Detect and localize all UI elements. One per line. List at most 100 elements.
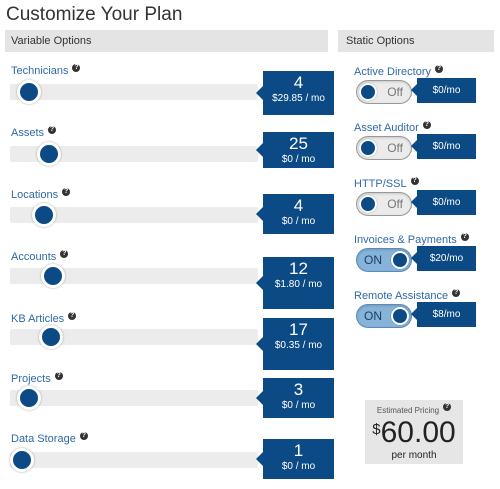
assets-count: 25 xyxy=(289,134,308,153)
help-icon[interactable]: ? xyxy=(443,403,452,411)
technicians-count: 4 xyxy=(293,73,304,92)
locations-label: Locations xyxy=(11,189,59,201)
accounts-slider-track[interactable] xyxy=(10,264,258,288)
variable-options-header: Variable Options xyxy=(5,30,328,52)
active-directory-option: Active Directory? Off $0/mo xyxy=(354,65,494,117)
toggle-state-text: Off xyxy=(387,85,403,99)
active-directory-label: Active Directory xyxy=(354,66,432,78)
remote-assistance-label: Remote Assistance xyxy=(354,290,449,302)
help-icon[interactable]: ? xyxy=(48,126,57,134)
accounts-option: Accounts? 12 $1.80 / mo xyxy=(5,250,334,309)
invoices-payments-price: $20/mo xyxy=(411,246,476,271)
active-directory-toggle[interactable]: Off xyxy=(356,80,412,104)
locations-count: 4 xyxy=(293,196,304,215)
data-storage-count: 1 xyxy=(293,441,304,460)
currency-symbol: $ xyxy=(372,421,381,438)
kb-articles-slider-track[interactable] xyxy=(10,325,258,349)
technicians-value-box: 4 $29.85 / mo xyxy=(256,71,334,115)
projects-price: $0 / mo xyxy=(281,400,316,411)
projects-value-box: 3 $0 / mo xyxy=(256,378,334,418)
help-icon[interactable]: ? xyxy=(410,177,419,185)
remote-assistance-price: $8/mo xyxy=(411,302,476,327)
page-title: Customize Your Plan xyxy=(6,4,183,25)
technicians-price: $29.85 / mo xyxy=(272,93,325,104)
technicians-slider-track[interactable] xyxy=(10,80,258,104)
assets-option: Assets? 25 $0 / mo xyxy=(5,126,334,180)
technicians-option: Technicians? 4 $29.85 / mo xyxy=(5,64,334,118)
toggle-knob xyxy=(359,83,377,101)
help-icon[interactable]: ? xyxy=(60,250,69,258)
help-icon[interactable]: ? xyxy=(79,432,88,440)
kb-articles-slider-handle[interactable] xyxy=(39,325,63,349)
asset-auditor-label: Asset Auditor xyxy=(354,122,419,134)
locations-slider-handle[interactable] xyxy=(32,203,56,227)
data-storage-slider-track[interactable] xyxy=(10,448,258,472)
http-ssl-option: HTTP/SSL? Off $0/mo xyxy=(354,177,494,229)
http-ssl-price: $0/mo xyxy=(411,190,476,215)
locations-price: $0 / mo xyxy=(281,216,316,227)
locations-slider-track[interactable] xyxy=(10,203,258,227)
assets-slider-handle[interactable] xyxy=(37,142,61,166)
technicians-slider-handle[interactable] xyxy=(17,80,41,104)
http-ssl-toggle[interactable]: Off xyxy=(356,192,412,216)
assets-label: Assets xyxy=(11,127,45,139)
kb-articles-option: KB Articles? 17 $0.35 / mo xyxy=(5,312,334,370)
toggle-state-text: Off xyxy=(387,141,403,155)
invoices-payments-label: Invoices & Payments xyxy=(354,234,457,246)
help-icon[interactable]: ? xyxy=(62,188,71,196)
assets-slider-track[interactable] xyxy=(10,142,258,166)
accounts-value-box: 12 $1.80 / mo xyxy=(256,257,334,309)
accounts-slider-handle[interactable] xyxy=(41,264,65,288)
remote-assistance-toggle[interactable]: ON xyxy=(356,304,412,328)
accounts-price: $1.80 / mo xyxy=(274,279,323,290)
help-icon[interactable]: ? xyxy=(422,121,431,129)
active-directory-price: $0/mo xyxy=(411,78,476,103)
static-options-header: Static Options xyxy=(338,30,494,52)
estimated-total: 60.00 xyxy=(380,416,456,449)
billing-period: per month xyxy=(391,450,437,461)
toggle-knob xyxy=(391,251,409,269)
kb-articles-label: KB Articles xyxy=(11,313,65,325)
projects-slider-handle[interactable] xyxy=(17,386,41,410)
toggle-state-text: ON xyxy=(364,253,382,267)
data-storage-price: $0 / mo xyxy=(281,461,316,472)
projects-label: Projects xyxy=(11,373,51,385)
estimated-pricing-label: Estimated Pricing xyxy=(376,406,440,415)
accounts-label: Accounts xyxy=(11,251,57,263)
kb-articles-value-box: 17 $0.35 / mo xyxy=(256,318,334,370)
locations-option: Locations? 4 $0 / mo xyxy=(5,188,334,242)
projects-count: 3 xyxy=(293,380,304,399)
help-icon[interactable]: ? xyxy=(68,312,77,320)
remote-assistance-option: Remote Assistance? ON $8/mo xyxy=(354,289,494,341)
data-storage-label: Data Storage xyxy=(11,433,76,445)
data-storage-option: Data Storage? 1 $0 / mo xyxy=(5,432,334,486)
estimated-pricing-box: Estimated Pricing? $60.00 per month xyxy=(365,400,463,464)
accounts-count: 12 xyxy=(289,259,308,278)
asset-auditor-option: Asset Auditor? Off $0/mo xyxy=(354,121,494,173)
toggle-knob xyxy=(359,139,377,157)
asset-auditor-price: $0/mo xyxy=(411,134,476,159)
kb-articles-price: $0.35 / mo xyxy=(274,340,323,351)
data-storage-value-box: 1 $0 / mo xyxy=(256,439,334,479)
invoices-payments-option: Invoices & Payments? ON $20/mo xyxy=(354,233,494,285)
technicians-label: Technicians xyxy=(11,65,69,77)
projects-option: Projects? 3 $0 / mo xyxy=(5,372,334,426)
data-storage-slider-handle[interactable] xyxy=(10,448,34,472)
help-icon[interactable]: ? xyxy=(452,289,461,297)
toggle-knob xyxy=(359,195,377,213)
help-icon[interactable]: ? xyxy=(72,64,81,72)
toggle-state-text: ON xyxy=(364,309,382,323)
help-icon[interactable]: ? xyxy=(54,372,63,380)
asset-auditor-toggle[interactable]: Off xyxy=(356,136,412,160)
projects-slider-track[interactable] xyxy=(10,386,258,410)
http-ssl-label: HTTP/SSL xyxy=(354,178,407,190)
locations-value-box: 4 $0 / mo xyxy=(256,194,334,234)
assets-value-box: 25 $0 / mo xyxy=(256,132,334,168)
kb-articles-count: 17 xyxy=(289,320,308,339)
help-icon[interactable]: ? xyxy=(460,233,469,241)
invoices-payments-toggle[interactable]: ON xyxy=(356,248,412,272)
assets-price: $0 / mo xyxy=(281,154,316,165)
help-icon[interactable]: ? xyxy=(435,65,444,73)
toggle-knob xyxy=(391,307,409,325)
toggle-state-text: Off xyxy=(387,197,403,211)
